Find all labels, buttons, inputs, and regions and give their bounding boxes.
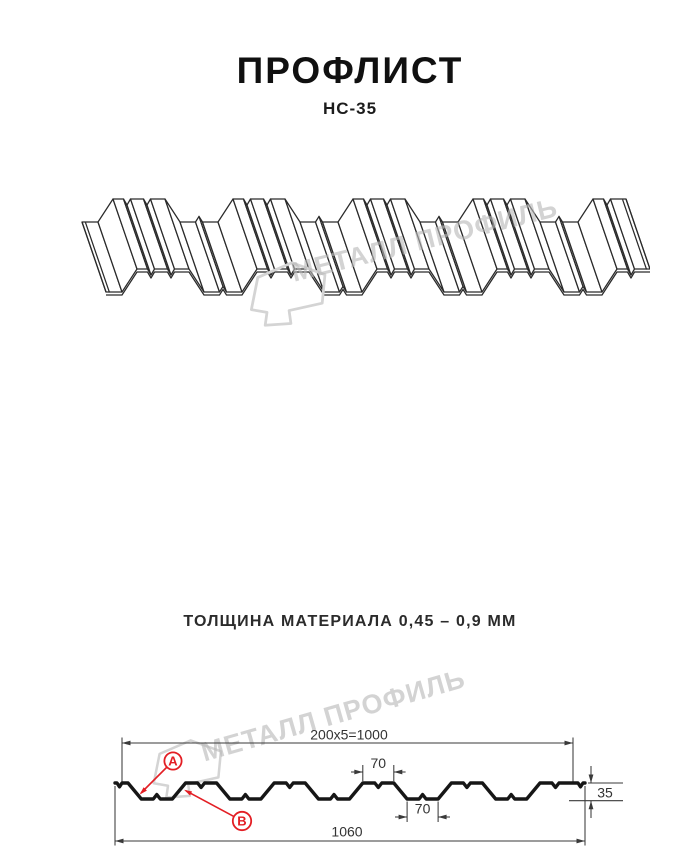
product-code: НС-35 (322, 99, 378, 118)
profile-cross-section: МЕТАЛЛ ПРОФИЛЬ 200x5=1000 70 70 1060 35 … (0, 340, 700, 846)
brand-logo-icon (249, 261, 327, 327)
profile-3d-drawing (81, 198, 650, 296)
dim-modules-label: 200x5=1000 (310, 728, 388, 743)
callout-a-label: A (168, 754, 178, 769)
callout-b: B (184, 789, 253, 832)
dim-total-width-label: 1060 (331, 824, 362, 840)
callout-a: A (139, 751, 183, 795)
material-thickness-note: ТОЛЩИНА МАТЕРИАЛА 0,45 – 0,9 ММ (183, 613, 517, 630)
dim-height-label: 35 (597, 785, 613, 801)
dim-rib-top-label: 70 (371, 755, 387, 771)
callout-b-label: B (237, 814, 246, 829)
dim-rib-bottom-label: 70 (415, 801, 431, 817)
profile-3d-view: МЕТАЛЛ ПРОФИЛЬ (0, 0, 700, 340)
page-title: ПРОФЛИСТ (236, 50, 464, 91)
cross-section-drawing: 200x5=1000 70 70 1060 35 A B (113, 728, 623, 846)
